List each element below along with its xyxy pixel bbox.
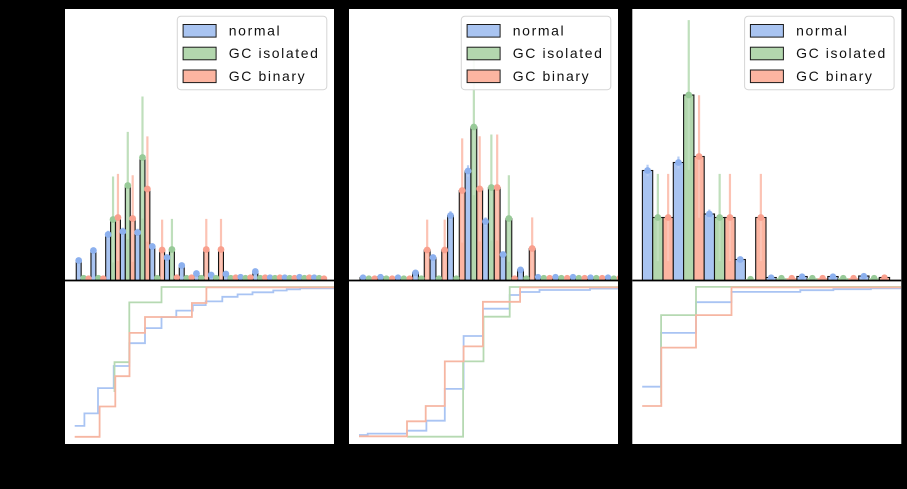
svg-text:GC binary: GC binary [513,68,590,84]
svg-text:GC binary: GC binary [796,68,873,84]
svg-text:normal: normal [796,23,848,39]
svg-text:GC isolated: GC isolated [229,45,320,61]
svg-text:GC isolated: GC isolated [796,45,887,61]
svg-text:normal: normal [513,23,565,39]
svg-text:GC isolated: GC isolated [513,45,604,61]
svg-text:GC binary: GC binary [229,68,306,84]
svg-text:normal: normal [229,23,281,39]
